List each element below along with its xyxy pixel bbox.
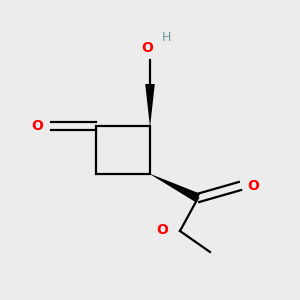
Text: O: O xyxy=(141,41,153,56)
Polygon shape xyxy=(145,84,155,126)
Text: H: H xyxy=(162,31,171,44)
Polygon shape xyxy=(150,174,200,202)
Text: O: O xyxy=(156,223,168,236)
Text: O: O xyxy=(32,119,44,133)
Text: O: O xyxy=(248,179,260,193)
